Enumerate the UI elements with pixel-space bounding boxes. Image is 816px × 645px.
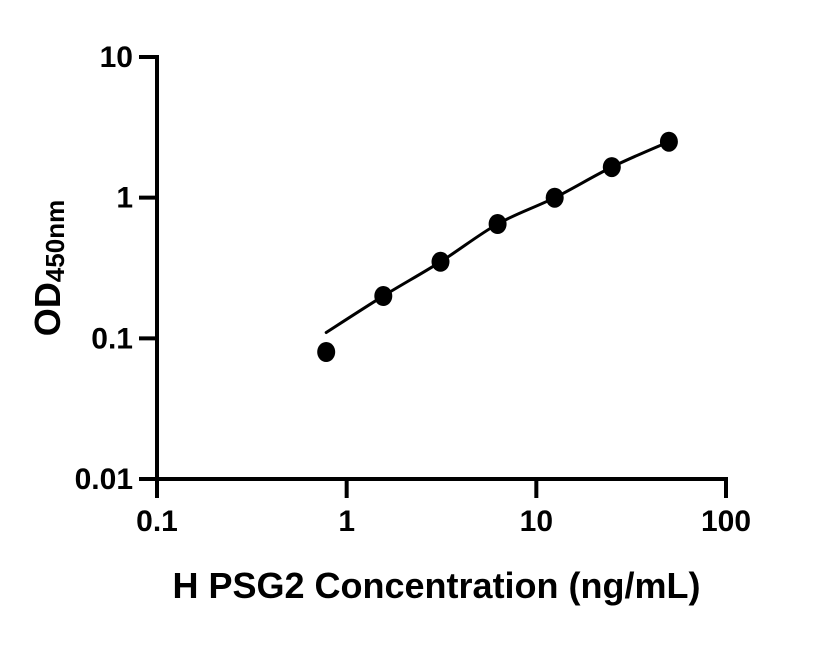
x-tick-label: 0.1 bbox=[136, 505, 178, 538]
data-point bbox=[317, 342, 336, 362]
data-point bbox=[374, 286, 393, 306]
data-point bbox=[488, 214, 507, 234]
y-axis-title-main: OD bbox=[27, 282, 68, 336]
y-tick-label: 10 bbox=[100, 41, 133, 74]
data-point bbox=[431, 251, 450, 272]
data-points bbox=[317, 131, 678, 362]
x-tick-label: 10 bbox=[520, 505, 553, 538]
y-axis-title: OD450nm bbox=[27, 200, 70, 336]
tick-marks bbox=[139, 55, 728, 498]
data-point bbox=[545, 187, 564, 208]
data-point bbox=[659, 131, 678, 152]
y-tick-label: 0.1 bbox=[91, 322, 133, 355]
y-tick-label: 1 bbox=[116, 182, 133, 215]
y-axis-title-subscript: 450nm bbox=[40, 200, 70, 282]
axes bbox=[139, 55, 728, 498]
x-axis-line bbox=[155, 477, 728, 498]
x-tick-label: 1 bbox=[338, 505, 355, 538]
x-axis-title: H PSG2 Concentration (ng/mL) bbox=[172, 565, 700, 606]
x-tick-label: 100 bbox=[701, 505, 751, 538]
data-point bbox=[602, 157, 621, 178]
y-axis-line bbox=[139, 55, 159, 481]
y-tick-label: 0.01 bbox=[75, 463, 133, 496]
